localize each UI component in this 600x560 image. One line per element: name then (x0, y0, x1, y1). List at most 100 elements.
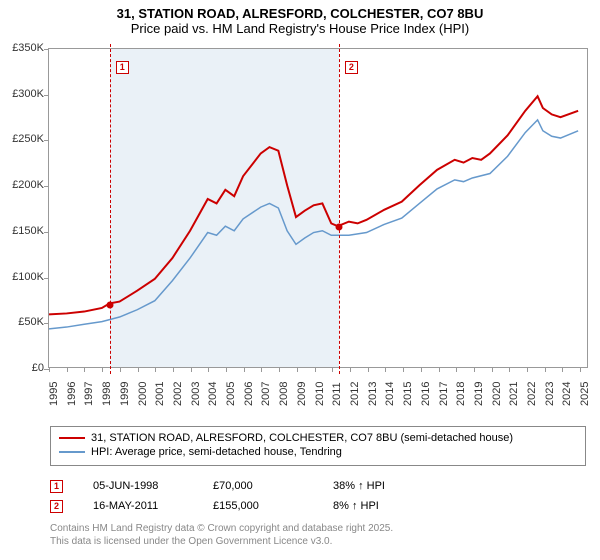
sale-date: 05-JUN-1998 (93, 480, 183, 492)
y-tick (44, 186, 49, 187)
x-axis-label: 2021 (508, 382, 520, 406)
x-tick (226, 367, 227, 372)
x-tick (562, 367, 563, 372)
y-axis-label: £100K (0, 271, 44, 283)
y-axis-label: £300K (0, 88, 44, 100)
x-tick (261, 367, 262, 372)
x-tick (279, 367, 280, 372)
chart-area: 12 £0£50K£100K£150K£200K£250K£300K£350K1… (0, 38, 600, 418)
x-tick (191, 367, 192, 372)
x-tick (421, 367, 422, 372)
y-axis-label: £50K (0, 316, 44, 328)
legend-row: 31, STATION ROAD, ALRESFORD, COLCHESTER,… (59, 432, 577, 444)
x-axis-label: 2004 (207, 382, 219, 406)
copyright-line1: Contains HM Land Registry data © Crown c… (50, 522, 393, 535)
chart-container: 31, STATION ROAD, ALRESFORD, COLCHESTER,… (0, 0, 600, 560)
x-tick (67, 367, 68, 372)
x-axis-label: 2005 (225, 382, 237, 406)
sale-date: 16-MAY-2011 (93, 500, 183, 512)
x-axis-label: 1998 (101, 382, 113, 406)
x-axis-label: 2010 (314, 382, 326, 406)
series-price_paid (49, 96, 578, 314)
sale-price: £155,000 (213, 500, 303, 512)
x-axis-label: 2020 (491, 382, 503, 406)
x-tick (474, 367, 475, 372)
x-tick (545, 367, 546, 372)
x-axis-label: 2024 (561, 382, 573, 406)
x-axis-label: 2002 (172, 382, 184, 406)
chart-subtitle: Price paid vs. HM Land Registry's House … (0, 21, 600, 36)
y-tick (44, 323, 49, 324)
sale-point (106, 302, 113, 309)
x-tick (173, 367, 174, 372)
x-axis-label: 2018 (455, 382, 467, 406)
x-tick (138, 367, 139, 372)
x-tick (368, 367, 369, 372)
legend-swatch (59, 451, 85, 453)
x-axis-label: 2007 (260, 382, 272, 406)
y-axis-label: £350K (0, 42, 44, 54)
sale-hpi: 38% ↑ HPI (333, 480, 413, 492)
legend-box: 31, STATION ROAD, ALRESFORD, COLCHESTER,… (50, 426, 586, 466)
plot-region: 12 (48, 48, 588, 368)
x-tick (385, 367, 386, 372)
x-tick (155, 367, 156, 372)
x-tick (297, 367, 298, 372)
chart-title: 31, STATION ROAD, ALRESFORD, COLCHESTER,… (0, 6, 600, 21)
x-tick (509, 367, 510, 372)
y-axis-label: £150K (0, 225, 44, 237)
y-tick (44, 232, 49, 233)
copyright-line2: This data is licensed under the Open Gov… (50, 535, 393, 548)
x-axis-label: 2023 (544, 382, 556, 406)
title-block: 31, STATION ROAD, ALRESFORD, COLCHESTER,… (0, 0, 600, 38)
x-tick (208, 367, 209, 372)
x-axis-label: 2006 (243, 382, 255, 406)
sale-row: 2 16-MAY-2011 £155,000 8% ↑ HPI (50, 496, 413, 516)
y-axis-label: £200K (0, 179, 44, 191)
sale-vline (339, 44, 340, 374)
y-tick (44, 49, 49, 50)
x-tick (580, 367, 581, 372)
legend-label: HPI: Average price, semi-detached house,… (91, 446, 342, 458)
y-tick (44, 95, 49, 96)
line-svg (49, 49, 587, 367)
sale-hpi: 8% ↑ HPI (333, 500, 413, 512)
x-axis-label: 2016 (420, 382, 432, 406)
sale-row-marker: 2 (50, 500, 63, 513)
x-axis-label: 2025 (579, 382, 591, 406)
series-hpi (49, 120, 578, 329)
sale-price: £70,000 (213, 480, 303, 492)
sale-row: 1 05-JUN-1998 £70,000 38% ↑ HPI (50, 476, 413, 496)
x-tick (332, 367, 333, 372)
x-tick (527, 367, 528, 372)
x-axis-label: 2017 (438, 382, 450, 406)
x-axis-label: 1996 (66, 382, 78, 406)
legend-label: 31, STATION ROAD, ALRESFORD, COLCHESTER,… (91, 432, 513, 444)
x-axis-label: 2003 (190, 382, 202, 406)
legend-swatch (59, 437, 85, 439)
y-axis-label: £0 (0, 362, 44, 374)
x-axis-label: 2009 (296, 382, 308, 406)
sale-marker: 1 (116, 61, 129, 74)
x-tick (120, 367, 121, 372)
x-axis-label: 1997 (83, 382, 95, 406)
x-axis-label: 2011 (331, 382, 343, 406)
x-axis-label: 2001 (154, 382, 166, 406)
x-tick (49, 367, 50, 372)
y-tick (44, 278, 49, 279)
x-axis-label: 2022 (526, 382, 538, 406)
x-axis-label: 2013 (367, 382, 379, 406)
sale-row-marker: 1 (50, 480, 63, 493)
legend-row: HPI: Average price, semi-detached house,… (59, 446, 577, 458)
x-tick (350, 367, 351, 372)
x-tick (84, 367, 85, 372)
x-axis-label: 2000 (137, 382, 149, 406)
y-tick (44, 140, 49, 141)
x-axis-label: 1995 (48, 382, 60, 406)
x-tick (315, 367, 316, 372)
x-axis-label: 2019 (473, 382, 485, 406)
x-tick (403, 367, 404, 372)
x-tick (456, 367, 457, 372)
x-tick (439, 367, 440, 372)
sale-marker: 2 (345, 61, 358, 74)
